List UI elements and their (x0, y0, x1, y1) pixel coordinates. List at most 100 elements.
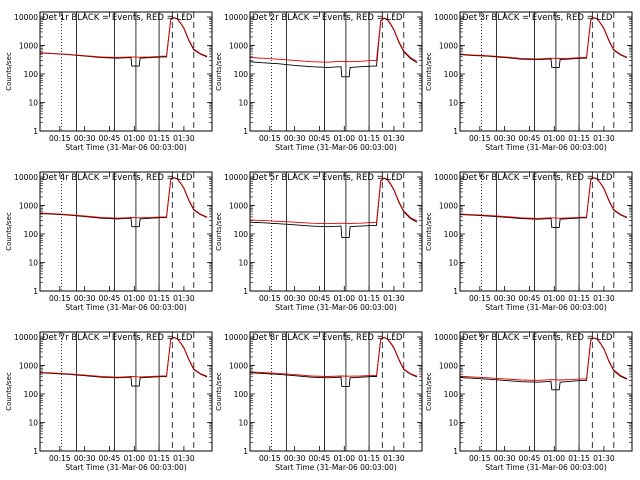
panel-det-5: 1 10 100 1000 10000 00:15 00:30 00:45 01:00 01:15… (215, 171, 423, 312)
y-tick-label: 1000 (439, 42, 458, 51)
plot-frame (459, 11, 633, 132)
panel-title: Det 9r BLACK = Events, RED = LLD (462, 333, 613, 343)
y-axis-label: Counts/sec (425, 372, 433, 411)
y-axis-label: Counts/sec (425, 52, 433, 91)
x-tick-label: 00:30 (284, 294, 306, 303)
x-tick-label: 01:00 (543, 454, 565, 463)
x-tick-label: 00:30 (494, 454, 516, 463)
y-tick-label: 100 (444, 70, 459, 79)
plot-frame (39, 171, 213, 292)
x-tick-label: 01:00 (333, 134, 355, 143)
x-tick-label: 00:45 (309, 134, 331, 143)
y-tick-label: 1 (243, 287, 248, 296)
y-axis-label: Counts/sec (215, 212, 223, 251)
series-lld-line (459, 16, 628, 60)
series-lld-line (249, 177, 418, 225)
x-tick-label: 00:15 (259, 294, 281, 303)
x-axis-label: Start Time (31-Mar-06 00:03:00) (65, 303, 187, 312)
y-tick-label: 10 (238, 419, 248, 428)
y-tick-label: 1000 (19, 42, 38, 51)
x-tick-label: 00:30 (284, 134, 306, 143)
x-tick-label: 01:30 (593, 294, 615, 303)
y-tick-label: 10000 (14, 333, 38, 342)
plot-frame (459, 331, 633, 452)
x-tick-label: 00:30 (494, 134, 516, 143)
y-tick-label: 10 (448, 99, 458, 108)
y-tick-label: 10 (28, 99, 38, 108)
y-tick-label: 10 (238, 99, 248, 108)
series-lld-line (459, 337, 628, 381)
panel-det-1: 1 10 100 1000 10000 00:15 00:30 00:45 01:00 01:15… (5, 11, 213, 152)
x-axis-label: Start Time (31-Mar-06 00:03:00) (65, 143, 187, 152)
y-tick-label: 100 (234, 390, 249, 399)
x-tick-label: 01:15 (148, 454, 170, 463)
x-tick-label: 00:15 (49, 134, 71, 143)
y-axis-label: Counts/sec (215, 52, 223, 91)
y-tick-label: 10000 (434, 13, 458, 22)
y-tick-label: 10000 (224, 13, 248, 22)
y-tick-label: 100 (234, 70, 249, 79)
y-axis-label: Counts/sec (5, 372, 13, 411)
x-tick-label: 00:45 (309, 454, 331, 463)
x-tick-label: 01:15 (358, 294, 380, 303)
series-lld-line (39, 176, 208, 219)
y-tick-label: 100 (444, 230, 459, 239)
x-tick-label: 00:30 (284, 454, 306, 463)
y-tick-label: 1 (243, 127, 248, 136)
y-tick-label: 10000 (224, 333, 248, 342)
series-lld-line (39, 336, 208, 378)
panel-det-7: 1 10 100 1000 10000 00:15 00:30 00:45 01:00 01:15… (5, 331, 213, 472)
x-tick-label: 01:15 (568, 294, 590, 303)
x-axis-label: Start Time (31-Mar-06 00:03:00) (275, 463, 397, 472)
series-lld-line (249, 17, 418, 63)
plot-frame (39, 331, 213, 452)
y-tick-label: 1000 (19, 362, 38, 371)
plot-frame (249, 171, 423, 292)
panel-title: Det 7r BLACK = Events, RED = LLD (42, 333, 193, 343)
panel-title: Det 6r BLACK = Events, RED = LLD (462, 173, 613, 183)
y-tick-label: 100 (24, 70, 39, 79)
series-lld-line (39, 16, 208, 58)
x-tick-label: 01:30 (383, 134, 405, 143)
y-axis-label: Counts/sec (5, 52, 13, 91)
y-tick-label: 1 (33, 127, 38, 136)
x-tick-label: 00:30 (74, 294, 96, 303)
y-tick-label: 1 (453, 127, 458, 136)
x-tick-label: 00:45 (519, 294, 541, 303)
x-tick-label: 00:30 (494, 294, 516, 303)
x-tick-label: 01:15 (568, 134, 590, 143)
y-tick-label: 10 (238, 259, 248, 268)
y-tick-label: 10000 (14, 173, 38, 182)
y-tick-label: 10 (28, 419, 38, 428)
y-tick-label: 100 (444, 390, 459, 399)
panel-det-2: 1 10 100 1000 10000 00:15 00:30 00:45 01:00 01:15… (215, 11, 423, 152)
plot-frame (249, 11, 423, 132)
y-tick-label: 1000 (19, 202, 38, 211)
x-tick-label: 00:15 (49, 454, 71, 463)
x-tick-label: 00:15 (469, 294, 491, 303)
x-tick-label: 00:45 (99, 134, 121, 143)
y-tick-label: 100 (24, 390, 39, 399)
series-lld-line (459, 176, 628, 219)
x-tick-label: 00:45 (309, 294, 331, 303)
y-axis-label: Counts/sec (5, 212, 13, 251)
panel-title: Det 5r BLACK = Events, RED = LLD (252, 173, 403, 183)
panel-title: Det 4r BLACK = Events, RED = LLD (42, 173, 193, 183)
plot-frame (459, 171, 633, 292)
x-tick-label: 01:30 (173, 454, 195, 463)
x-tick-label: 00:45 (99, 454, 121, 463)
y-tick-label: 100 (234, 230, 249, 239)
x-tick-label: 00:15 (469, 134, 491, 143)
x-tick-label: 00:45 (519, 454, 541, 463)
x-tick-label: 00:30 (74, 454, 96, 463)
panel-det-3: 1 10 100 1000 10000 00:15 00:30 00:45 01:00 01:15… (425, 11, 633, 152)
y-tick-label: 1000 (229, 362, 248, 371)
y-tick-label: 10000 (14, 13, 38, 22)
panel-title: Det 3r BLACK = Events, RED = LLD (462, 13, 613, 23)
x-axis-label: Start Time (31-Mar-06 00:03:00) (485, 463, 607, 472)
y-tick-label: 10 (448, 259, 458, 268)
panel-det-9: 1 10 100 1000 10000 00:15 00:30 00:45 01:00 01:15… (425, 331, 633, 472)
y-tick-label: 10 (448, 419, 458, 428)
x-tick-label: 00:15 (259, 134, 281, 143)
